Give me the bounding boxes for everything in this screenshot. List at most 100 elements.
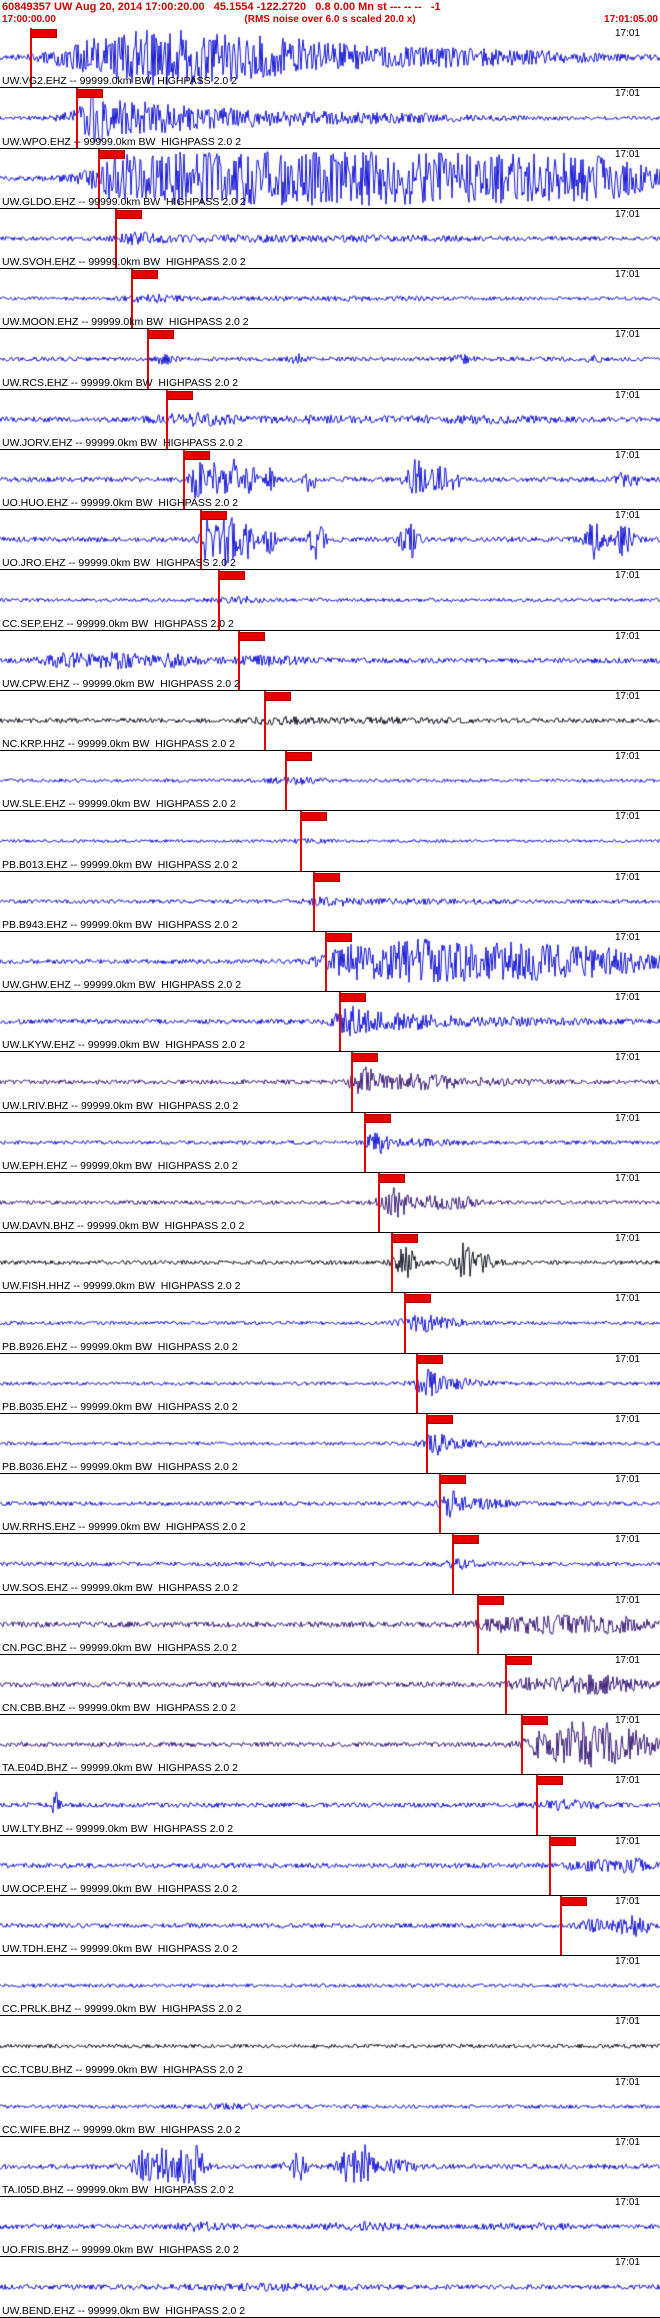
pick-flag[interactable] <box>365 1113 391 1123</box>
trace-row[interactable]: 17:01 UW.SVOH.EHZ -- 99999.0km BW HIGHPA… <box>0 208 660 269</box>
waveform-canvas[interactable] <box>0 269 660 329</box>
pick-marker[interactable] <box>313 871 341 931</box>
waveform-canvas[interactable] <box>0 1474 660 1534</box>
trace-row[interactable]: 17:01 UW.RRHS.EHZ -- 99999.0km BW HIGHPA… <box>0 1474 660 1535</box>
trace-row[interactable]: 17:01 UW.JORV.EHZ -- 99999.0km BW HIGHPA… <box>0 389 660 450</box>
waveform-canvas[interactable] <box>0 329 660 389</box>
trace-row[interactable]: 17:01 UW.RCS.EHZ -- 99999.0km BW HIGHPAS… <box>0 329 660 390</box>
pick-flag[interactable] <box>201 511 227 520</box>
pick-marker[interactable] <box>426 1413 454 1473</box>
waveform-canvas[interactable] <box>0 1413 660 1473</box>
pick-flag[interactable] <box>265 691 291 701</box>
pick-marker[interactable] <box>285 751 313 811</box>
waveform-canvas[interactable] <box>0 751 660 811</box>
trace-row[interactable]: 17:01 UW.MOON.EHZ -- 99999.0km BW HIGHPA… <box>0 269 660 330</box>
pick-flag[interactable] <box>453 1535 479 1545</box>
pick-marker[interactable] <box>351 1052 379 1112</box>
trace-row[interactable]: 17:01 CC.SEP.EHZ -- 99999.0km BW HIGHPAS… <box>0 570 660 631</box>
pick-flag[interactable] <box>239 631 265 641</box>
trace-row[interactable]: 17:01 UW.GLDO.EHZ -- 99999.0km BW HIGHPA… <box>0 148 660 209</box>
pick-flag[interactable] <box>405 1294 431 1304</box>
trace-row[interactable]: 17:01 UO.FRIS.BHZ -- 99999.0km BW HIGHPA… <box>0 2197 660 2258</box>
pick-marker[interactable] <box>452 1534 480 1594</box>
pick-marker[interactable] <box>218 570 246 630</box>
pick-marker[interactable] <box>131 269 159 329</box>
pick-marker[interactable] <box>536 1775 564 1835</box>
trace-row[interactable]: 17:01 UW.VG2.EHZ -- 99999.0km BW HIGHPAS… <box>0 28 660 89</box>
pick-marker[interactable] <box>30 28 58 88</box>
pick-flag[interactable] <box>440 1475 466 1484</box>
trace-row[interactable]: 17:01 UO.JRO.EHZ -- 99999.0km BW HIGHPAS… <box>0 510 660 571</box>
waveform-canvas[interactable] <box>0 1052 660 1112</box>
pick-flag[interactable] <box>537 1776 563 1786</box>
trace-row[interactable]: 17:01 UW.LTY.BHZ -- 99999.0km BW HIGHPAS… <box>0 1775 660 1836</box>
trace-row[interactable]: 17:01 UW.GHW.EHZ -- 99999.0km BW HIGHPAS… <box>0 931 660 992</box>
pick-marker[interactable] <box>200 510 228 570</box>
pick-marker[interactable] <box>391 1233 419 1293</box>
pick-flag[interactable] <box>77 89 103 99</box>
trace-row[interactable]: 17:01 UW.BEND.EHZ -- 99999.0km BW HIGHPA… <box>0 2257 660 2318</box>
waveform-canvas[interactable] <box>0 28 660 88</box>
pick-flag[interactable] <box>561 1896 587 1906</box>
pick-flag[interactable] <box>31 29 57 38</box>
pick-marker[interactable] <box>505 1654 533 1714</box>
pick-flag[interactable] <box>379 1173 405 1183</box>
waveform-canvas[interactable] <box>0 2076 660 2136</box>
trace-row[interactable]: 17:01 UW.WPO.EHZ -- 99999.0km BW HIGHPAS… <box>0 88 660 149</box>
pick-marker[interactable] <box>364 1112 392 1172</box>
pick-flag[interactable] <box>352 1053 378 1063</box>
pick-marker[interactable] <box>560 1895 588 1955</box>
trace-row[interactable]: 17:01 TA.E04D.BHZ -- 99999.0km BW HIGHPA… <box>0 1715 660 1776</box>
trace-row[interactable]: 17:01 UW.LKYW.EHZ -- 99999.0km BW HIGHPA… <box>0 992 660 1053</box>
pick-flag[interactable] <box>116 209 142 219</box>
pick-flag[interactable] <box>301 812 327 822</box>
pick-marker[interactable] <box>521 1715 549 1775</box>
trace-row[interactable]: 17:01 UW.FISH.HHZ -- 99999.0km BW HIGHPA… <box>0 1233 660 1294</box>
waveform-canvas[interactable] <box>0 1895 660 1955</box>
waveform-canvas[interactable] <box>0 630 660 690</box>
pick-flag[interactable] <box>132 270 158 279</box>
trace-row[interactable]: 17:01 UW.TDH.EHZ -- 99999.0km BW HIGHPAS… <box>0 1895 660 1956</box>
waveform-canvas[interactable] <box>0 1293 660 1353</box>
trace-row[interactable]: 17:01 PB.B943.EHZ -- 99999.0km BW HIGHPA… <box>0 871 660 932</box>
waveform-canvas[interactable] <box>0 2257 660 2317</box>
pick-flag[interactable] <box>148 330 174 340</box>
waveform-canvas[interactable] <box>0 1353 660 1413</box>
pick-marker[interactable] <box>416 1353 444 1413</box>
pick-marker[interactable] <box>183 449 211 509</box>
pick-flag[interactable] <box>286 752 312 761</box>
pick-marker[interactable] <box>264 690 292 750</box>
pick-marker[interactable] <box>300 811 328 871</box>
trace-row[interactable]: 17:01 UO.HUO.EHZ -- 99999.0km BW HIGHPAS… <box>0 449 660 510</box>
pick-marker[interactable] <box>325 931 353 991</box>
trace-row[interactable]: 17:01 UW.CPW.EHZ -- 99999.0km BW HIGHPAS… <box>0 630 660 691</box>
pick-marker[interactable] <box>404 1293 432 1353</box>
pick-marker[interactable] <box>339 992 367 1052</box>
trace-row[interactable]: 17:01 CC.WIFE.BHZ -- 99999.0km BW HIGHPA… <box>0 2076 660 2137</box>
pick-flag[interactable] <box>167 390 193 400</box>
pick-marker[interactable] <box>76 88 104 148</box>
trace-row[interactable]: 17:01 PB.B926.EHZ -- 99999.0km BW HIGHPA… <box>0 1293 660 1354</box>
trace-row[interactable]: 17:01 UW.LRIV.BHZ -- 99999.0km BW HIGHPA… <box>0 1052 660 1113</box>
pick-marker[interactable] <box>166 389 194 449</box>
waveform-canvas[interactable] <box>0 2016 660 2076</box>
pick-flag[interactable] <box>417 1354 443 1364</box>
waveform-canvas[interactable] <box>0 1594 660 1654</box>
trace-row[interactable]: 17:01 PB.B013.EHZ -- 99999.0km BW HIGHPA… <box>0 811 660 872</box>
waveform-canvas[interactable] <box>0 1654 660 1714</box>
pick-flag[interactable] <box>219 571 245 581</box>
pick-marker[interactable] <box>439 1474 467 1534</box>
trace-row[interactable]: 17:01 CN.PGC.BHZ -- 99999.0km BW HIGHPAS… <box>0 1594 660 1655</box>
waveform-canvas[interactable] <box>0 1715 660 1775</box>
pick-marker[interactable] <box>98 148 126 208</box>
trace-row[interactable]: 17:01 CC.TCBU.BHZ -- 99999.0km BW HIGHPA… <box>0 2016 660 2077</box>
pick-marker[interactable] <box>147 329 175 389</box>
waveform-canvas[interactable] <box>0 389 660 449</box>
pick-flag[interactable] <box>340 993 366 1002</box>
pick-flag[interactable] <box>478 1595 504 1605</box>
trace-row[interactable]: 17:01 UW.DAVN.BHZ -- 99999.0km BW HIGHPA… <box>0 1172 660 1233</box>
trace-row[interactable]: 17:01 CN.CBB.BHZ -- 99999.0km BW HIGHPAS… <box>0 1654 660 1715</box>
pick-marker[interactable] <box>115 208 143 268</box>
trace-row[interactable]: 17:01 NC.KRP.HHZ -- 99999.0km BW HIGHPAS… <box>0 690 660 751</box>
waveform-canvas[interactable] <box>0 1172 660 1232</box>
